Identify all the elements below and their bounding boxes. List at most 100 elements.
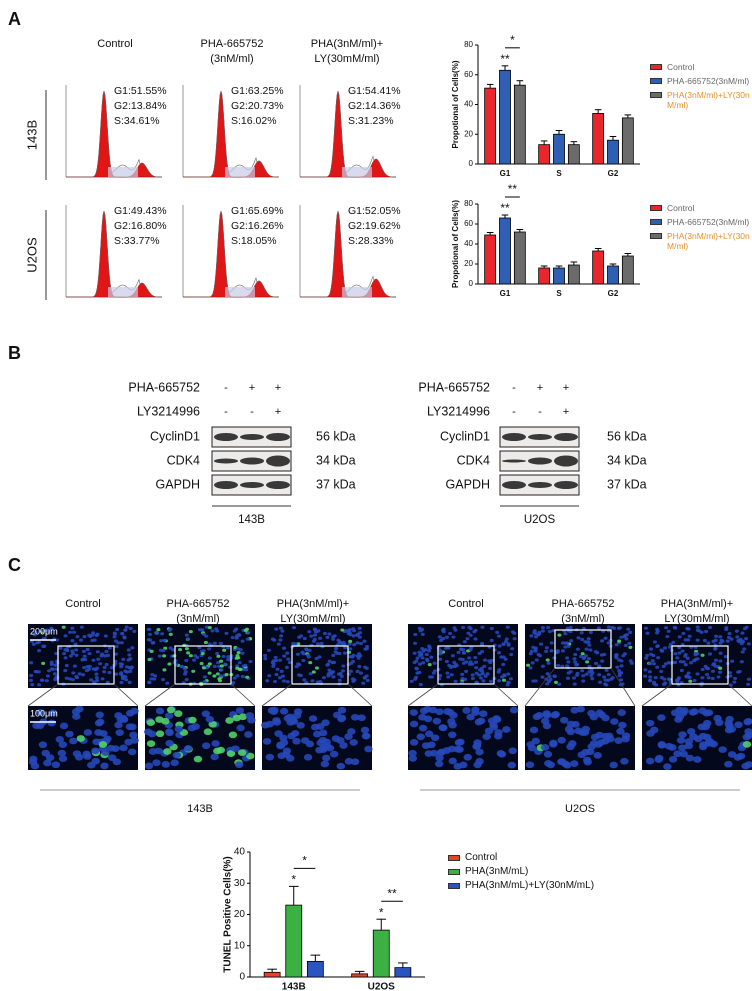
nucleus	[555, 649, 560, 653]
nucleus	[648, 675, 653, 679]
nucleus	[536, 652, 541, 657]
nucleus	[507, 761, 516, 769]
nucleus	[364, 666, 369, 670]
nucleus	[98, 662, 103, 666]
nucleus	[191, 669, 196, 673]
nucleus	[470, 676, 475, 681]
nucleus	[87, 664, 92, 669]
nucleus	[65, 730, 74, 738]
nucleus	[718, 670, 723, 674]
nucleus	[296, 721, 305, 729]
blot-band	[528, 482, 552, 488]
nucleus	[661, 664, 666, 669]
nucleus	[79, 638, 84, 642]
nucleus	[274, 672, 279, 677]
nucleus	[446, 646, 451, 650]
nucleus	[557, 758, 566, 766]
nucleus	[510, 647, 515, 651]
y-tick-label: 60	[464, 219, 473, 228]
nucleus	[174, 710, 183, 717]
nucleus	[413, 632, 418, 637]
nucleus	[425, 659, 430, 663]
zoom-box	[437, 645, 495, 685]
nucleus	[361, 681, 366, 685]
nucleus	[439, 724, 448, 732]
zoom-line	[407, 683, 439, 707]
nucleus	[285, 651, 290, 655]
nucleus	[245, 675, 250, 679]
nucleus	[278, 638, 283, 642]
nucleus	[270, 637, 275, 641]
nucleus	[125, 670, 130, 674]
y-tick-label: 20	[464, 129, 473, 138]
treatment-sign: -	[512, 382, 516, 394]
nucleus	[420, 627, 425, 632]
bar	[607, 265, 619, 285]
y-tick-label: 40	[234, 847, 246, 858]
nucleus	[428, 675, 433, 679]
nucleus	[714, 634, 719, 638]
nucleus	[39, 678, 44, 682]
nucleus	[657, 741, 667, 749]
nucleus	[652, 640, 657, 644]
nucleus	[661, 682, 666, 686]
nucleus	[263, 653, 268, 658]
nucleus	[119, 680, 124, 685]
nucleus	[446, 675, 451, 679]
nucleus	[155, 707, 165, 715]
zoom-box	[554, 629, 612, 669]
nucleus	[119, 716, 129, 723]
nucleus	[724, 726, 734, 734]
nucleus	[460, 672, 465, 676]
nucleus	[246, 752, 255, 760]
nucleus	[468, 647, 473, 652]
legend-text: PHA(3nM/ml)+LY(30nM/ml)	[667, 231, 750, 251]
nucleus	[161, 761, 170, 768]
nucleus	[236, 724, 245, 732]
nucleus	[645, 631, 650, 635]
nucleus	[112, 758, 122, 766]
nucleus	[653, 676, 658, 680]
nucleus	[449, 673, 454, 677]
nucleus	[207, 662, 212, 666]
nucleus	[742, 741, 752, 748]
nucleus	[306, 655, 311, 659]
nucleus	[547, 629, 552, 634]
nucleus	[165, 729, 174, 737]
nucleus	[105, 680, 110, 685]
nucleus	[740, 650, 745, 654]
nucleus	[318, 636, 323, 640]
treatment-label: PHA-665752	[128, 380, 200, 394]
nucleus	[501, 642, 506, 646]
nucleus	[69, 737, 78, 745]
nucleus	[210, 629, 215, 633]
nucleus	[710, 676, 715, 681]
column-header: PHA-665752	[201, 38, 264, 50]
y-tick-label: 40	[464, 100, 473, 109]
treatment-sign: -	[224, 382, 228, 394]
nucleus	[300, 650, 305, 654]
nucleus	[668, 744, 677, 751]
nucleus	[571, 720, 580, 728]
nucleus	[572, 657, 577, 661]
y-tick-label: 0	[469, 279, 474, 288]
nucleus	[87, 652, 92, 656]
nucleus	[64, 676, 69, 680]
y-tick-label: 10	[234, 940, 246, 951]
nucleus	[184, 633, 189, 637]
nucleus	[310, 679, 315, 683]
nucleus	[62, 652, 67, 656]
nucleus	[262, 738, 272, 745]
nucleus	[593, 661, 598, 666]
nucleus	[350, 677, 355, 681]
nucleus	[528, 652, 533, 656]
nucleus	[448, 757, 457, 765]
nucleus	[95, 650, 100, 654]
nucleus	[685, 656, 690, 660]
nucleus	[91, 757, 100, 765]
nucleus	[336, 737, 345, 744]
nucleus	[432, 661, 437, 665]
protein-size: 34 kDa	[316, 453, 356, 467]
nucleus	[120, 632, 125, 636]
nucleus	[162, 638, 167, 642]
